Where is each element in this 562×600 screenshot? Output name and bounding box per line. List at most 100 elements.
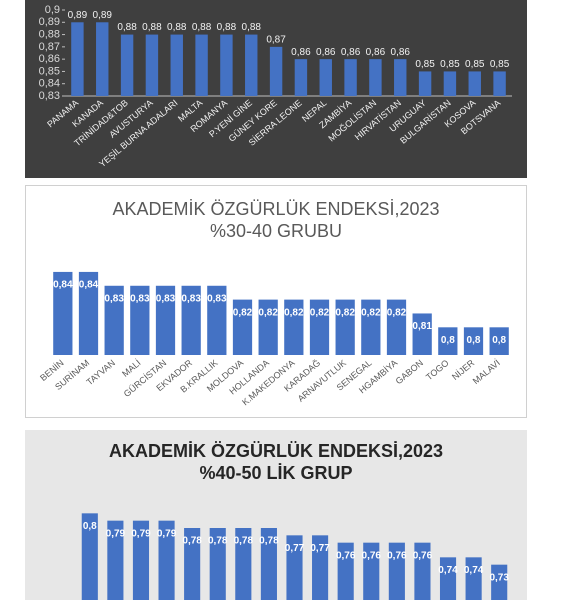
value-label: 0,81 (412, 321, 432, 332)
bar (418, 71, 432, 96)
value-label: 0,79 (131, 528, 151, 539)
value-label: 0,82 (258, 307, 278, 318)
value-label: 0,74 (464, 565, 484, 576)
value-label: 0,89 (93, 10, 113, 21)
bar (207, 285, 227, 355)
bar (491, 564, 508, 600)
value-label: 0,85 (490, 59, 510, 70)
value-label: 0,78 (208, 536, 228, 547)
value-label: 0,78 (234, 536, 254, 547)
bar (132, 520, 150, 600)
y-tick-label: 0,85 (39, 65, 60, 77)
bar (463, 327, 484, 355)
value-label: 0,88 (167, 22, 187, 33)
bar (170, 34, 183, 96)
bar (130, 285, 150, 355)
y-tick-label: 0,87 (39, 41, 60, 53)
value-label: 0,82 (361, 307, 381, 318)
bar (394, 59, 407, 96)
value-label: 0,89 (68, 10, 88, 21)
value-label: 0,74 (438, 565, 458, 576)
bar (181, 285, 201, 355)
value-label: 0,8 (441, 335, 455, 346)
bar (235, 528, 252, 600)
value-label: 0,86 (291, 47, 311, 58)
value-label: 0,76 (387, 550, 407, 561)
bar (309, 299, 330, 355)
value-label: 0,8 (83, 521, 97, 532)
bar (337, 542, 354, 600)
value-label: 0,82 (284, 307, 304, 318)
bar (412, 313, 432, 355)
value-label: 0,8 (492, 335, 506, 346)
value-label: 0,82 (335, 307, 355, 318)
value-label: 0,86 (366, 47, 386, 58)
value-label: 0,77 (310, 543, 330, 554)
bar (232, 299, 253, 355)
value-label: 0,88 (192, 22, 212, 33)
bar (220, 34, 233, 96)
bar (107, 520, 124, 600)
value-label: 0,76 (336, 550, 356, 561)
bar (209, 528, 226, 600)
y-tick-label: 0,89 (39, 16, 60, 28)
value-label: 0,88 (242, 22, 262, 33)
bar (104, 285, 124, 355)
bar (81, 513, 98, 600)
value-label: 0,82 (387, 307, 407, 318)
value-label: 0,78 (259, 536, 279, 547)
value-label: 0,87 (266, 34, 286, 45)
value-label: 0,85 (415, 59, 435, 70)
y-tick-label: 0,88 (39, 28, 60, 40)
value-label: 0,76 (413, 550, 433, 561)
value-label: 0,73 (489, 572, 509, 583)
bar (260, 528, 277, 600)
chart-subtitle: %40-50 LİK GRUP (199, 463, 352, 483)
bar (493, 71, 506, 96)
bar (369, 59, 382, 96)
bar (195, 34, 208, 96)
value-label: 0,82 (310, 307, 330, 318)
bar (245, 34, 258, 96)
bar (120, 34, 134, 96)
bar (78, 271, 99, 355)
bar (489, 327, 509, 355)
bar (145, 34, 159, 96)
value-label: 0,8 (467, 335, 481, 346)
bar (155, 285, 176, 355)
bar (361, 299, 381, 355)
value-label: 0,88 (217, 22, 237, 33)
value-label: 0,84 (53, 280, 73, 291)
bar (363, 542, 380, 600)
value-label: 0,84 (79, 280, 99, 291)
y-tick-label: 0,86 (39, 53, 60, 65)
bar (414, 542, 431, 600)
value-label: 0,86 (341, 47, 361, 58)
bar (158, 520, 175, 600)
bar (96, 22, 109, 97)
bar (71, 22, 84, 97)
y-tick-label: 0,84 (39, 78, 60, 90)
bar (184, 528, 201, 600)
chart-subtitle: %30-40 GRUBU (210, 221, 342, 241)
bar (465, 557, 482, 600)
bar (286, 535, 303, 600)
value-label: 0,79 (157, 528, 177, 539)
chart-title: AKADEMİK ÖZGÜRLÜK ENDEKSİ,2023 (109, 441, 443, 461)
bar (443, 71, 457, 96)
value-label: 0,77 (285, 543, 305, 554)
bar (269, 46, 283, 96)
value-label: 0,86 (391, 47, 411, 58)
bar (258, 299, 278, 355)
bar (439, 557, 457, 600)
value-label: 0,88 (142, 22, 162, 33)
chart-title: AKADEMİK ÖZGÜRLÜK ENDEKSİ,2023 (112, 199, 439, 219)
bar (438, 327, 458, 355)
value-label: 0,85 (465, 59, 485, 70)
bar (284, 299, 304, 355)
value-label: 0,83 (207, 293, 227, 304)
y-tick-label: 0,9 (45, 4, 60, 16)
value-label: 0,82 (233, 307, 253, 318)
value-label: 0,83 (104, 293, 124, 304)
